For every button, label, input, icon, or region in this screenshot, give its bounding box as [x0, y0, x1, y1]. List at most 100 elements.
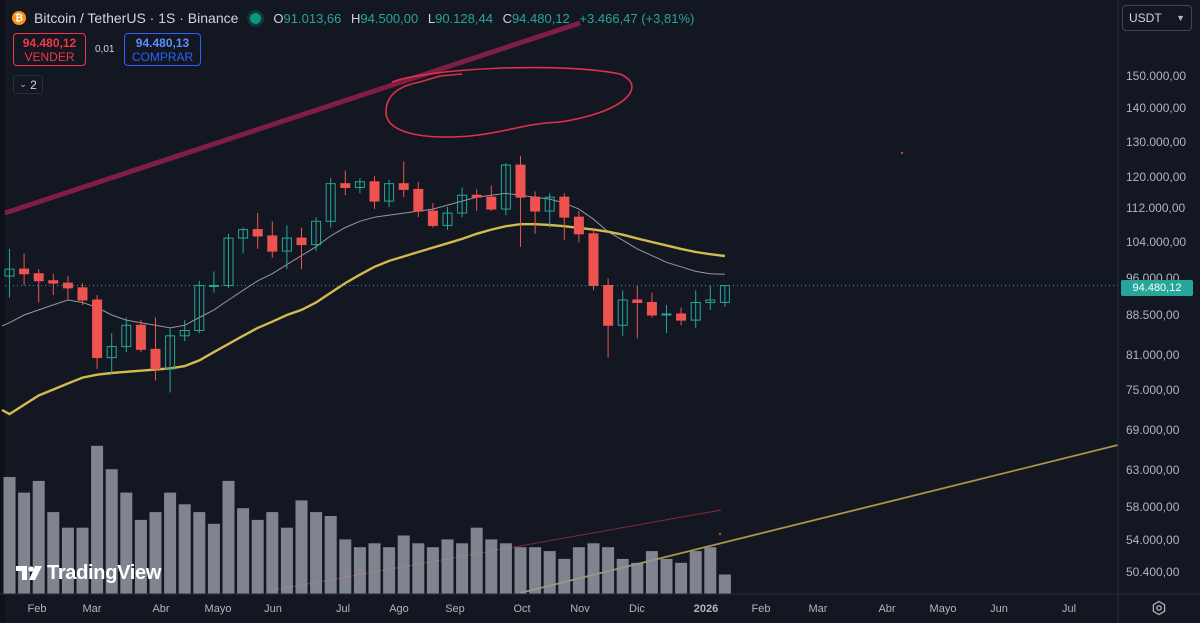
- symbol-legend: ₿ Bitcoin / TetherUS · 1S · Binance O91.…: [12, 8, 694, 28]
- candle: [530, 191, 541, 234]
- ohlc-values: O91.013,66 H94.500,00 L90.128,44 C94.480…: [273, 11, 694, 26]
- time-tick-label: Abr: [878, 603, 895, 615]
- candle-body: [325, 183, 336, 222]
- candle-body: [471, 194, 482, 198]
- volume-bar: [353, 547, 366, 594]
- time-tick-label: Sep: [445, 603, 465, 615]
- volume-bar: [529, 547, 542, 594]
- volume-bar: [207, 523, 220, 594]
- volume-bar: [514, 547, 527, 594]
- price-axis[interactable]: 150.000,00 140.000,00 130.000,00 120.000,00…: [1126, 69, 1186, 579]
- candle: [603, 278, 614, 358]
- tradingview-logo-icon: [16, 566, 42, 580]
- ellipse-annotation[interactable]: [385, 66, 633, 138]
- candle: [325, 178, 336, 228]
- candle-body: [719, 285, 730, 303]
- currency-select[interactable]: USDT ▼: [1122, 5, 1192, 31]
- currency-value: USDT: [1129, 11, 1162, 25]
- candle-body: [179, 330, 190, 337]
- indicators-toggle-button[interactable]: ⌄ 2: [13, 75, 43, 94]
- candle: [646, 292, 657, 318]
- candle: [427, 203, 438, 228]
- time-tick-label: Mayo: [930, 603, 957, 615]
- time-tick-label: Ago: [389, 603, 409, 615]
- candle: [500, 163, 511, 216]
- candle-body: [676, 313, 687, 321]
- buy-button[interactable]: 94.480,13 COMPRAR: [124, 33, 201, 66]
- candle-body: [19, 268, 30, 275]
- volume-bar: [572, 547, 585, 594]
- volume-bar: [324, 516, 337, 594]
- logo-text: TradingView: [47, 561, 162, 584]
- candle: [48, 273, 59, 296]
- volume-bar: [397, 535, 410, 594]
- candle-body: [457, 194, 468, 214]
- candle: [676, 307, 687, 326]
- close-label: C: [502, 10, 512, 26]
- candle: [121, 317, 132, 353]
- candle: [690, 290, 701, 328]
- candle-body: [573, 216, 584, 235]
- candle-body: [544, 196, 555, 212]
- volume-bar: [164, 492, 177, 594]
- candle-body: [515, 164, 526, 198]
- candle: [179, 320, 190, 342]
- volume-bar: [441, 539, 454, 594]
- volume-bar: [149, 512, 162, 594]
- chevron-down-icon: ⌄: [19, 79, 27, 89]
- candle: [223, 233, 234, 288]
- volume-bar: [631, 562, 644, 594]
- candle: [413, 181, 424, 218]
- low-value: 90.128,44: [435, 10, 493, 26]
- candle-body: [165, 335, 176, 370]
- candle-body: [311, 220, 322, 246]
- volume-bar: [558, 558, 571, 594]
- price-tick-label: 58.000,00: [1126, 500, 1180, 514]
- tradingview-logo[interactable]: TradingView: [16, 562, 161, 584]
- volume-bar: [660, 558, 673, 594]
- annotation-dot: [718, 532, 722, 536]
- trendline-upper[interactable]: [4, 20, 581, 216]
- candle-body: [238, 229, 249, 239]
- close-value: 94.480,12: [511, 10, 570, 26]
- time-tick-label: Mayo: [205, 603, 232, 615]
- volume-bar: [61, 527, 74, 594]
- gear-icon[interactable]: [1151, 600, 1167, 616]
- candle-body: [223, 237, 234, 286]
- candle: [208, 271, 219, 293]
- volume-bar: [178, 504, 191, 594]
- volume-bar: [339, 539, 352, 594]
- price-tick-label: 104.000,00: [1126, 235, 1186, 249]
- volume-bar: [368, 543, 381, 594]
- volume-histogram: [3, 445, 731, 594]
- candle-body: [588, 233, 599, 286]
- price-tick-label: 120.000,00: [1126, 170, 1186, 184]
- volume-bar: [251, 519, 264, 594]
- moving-average-fast-line: [1, 192, 725, 329]
- candle-body: [500, 164, 511, 210]
- volume-bar: [412, 543, 425, 594]
- candle-body: [194, 284, 205, 332]
- candle: [33, 269, 44, 303]
- volume-bar: [718, 574, 731, 594]
- candle: [719, 285, 730, 307]
- volume-bar: [689, 551, 702, 594]
- volume-bar: [485, 539, 498, 594]
- price-tick-label: 112.000,00: [1126, 201, 1185, 215]
- symbol-title[interactable]: Bitcoin / TetherUS · 1S · Binance: [34, 10, 239, 26]
- spread-value: 0,01: [95, 44, 115, 55]
- sell-button[interactable]: 94.480,12 VENDER: [13, 33, 86, 66]
- candle: [92, 295, 103, 369]
- high-label: H: [351, 10, 361, 26]
- candle: [238, 227, 249, 254]
- price-tick-label: 54.000,00: [1126, 533, 1180, 547]
- volume-bar: [645, 551, 658, 594]
- time-axis[interactable]: Feb Mar Abr Mayo Jun Jul Ago Sep Oct Nov Dic 2026 Fe…: [28, 603, 1077, 615]
- price-tick-label: 81.000,00: [1126, 348, 1180, 362]
- time-tick-label: Nov: [570, 603, 590, 615]
- volume-bar: [47, 512, 60, 594]
- open-value: 91.013,66: [283, 10, 342, 26]
- annotation-dot: [900, 151, 904, 155]
- candle-body: [48, 280, 59, 284]
